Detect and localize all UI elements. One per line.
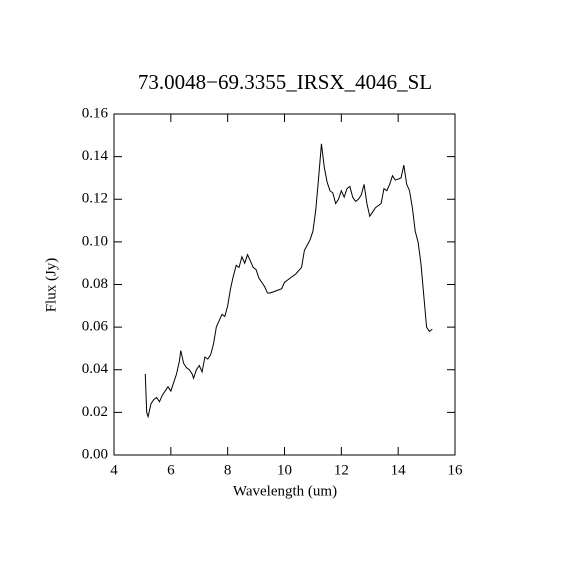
- x-tick-label: 16: [448, 462, 464, 478]
- y-tick-label: 0.12: [82, 191, 108, 207]
- y-tick-label: 0.08: [82, 276, 108, 292]
- y-tick-label: 0.10: [82, 233, 108, 249]
- y-tick-label: 0.00: [82, 446, 108, 462]
- y-axis-label: Flux (Jy): [43, 258, 59, 313]
- chart-title: 73.0048−69.3355_IRSX_4046_SL: [138, 70, 432, 94]
- y-tick-label: 0.02: [82, 404, 108, 420]
- x-tick-label: 4: [110, 462, 118, 478]
- x-tick-label: 6: [167, 462, 175, 478]
- x-tick-label: 8: [224, 462, 232, 478]
- y-tick-label: 0.14: [82, 148, 109, 164]
- x-tick-label: 10: [277, 462, 292, 478]
- x-axis-label: Wavelength (um): [233, 483, 337, 499]
- x-tick-label: 14: [391, 462, 407, 478]
- x-tick-label: 12: [334, 462, 349, 478]
- y-tick-label: 0.04: [82, 361, 109, 377]
- spectrum-line: [144, 143, 433, 419]
- y-tick-label: 0.06: [82, 319, 109, 335]
- y-tick-label: 0.16: [82, 105, 109, 121]
